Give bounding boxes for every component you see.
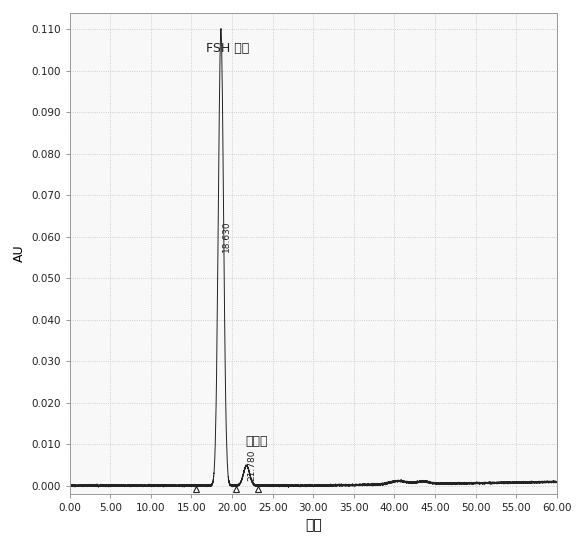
Text: 亚基峰: 亚基峰 xyxy=(245,435,267,449)
Text: FSH 主峰: FSH 主峰 xyxy=(206,41,249,55)
Text: 18.630: 18.630 xyxy=(222,221,231,252)
Y-axis label: AU: AU xyxy=(12,244,26,262)
X-axis label: 分钟: 分钟 xyxy=(305,518,322,532)
Text: 21.780: 21.780 xyxy=(248,450,256,481)
